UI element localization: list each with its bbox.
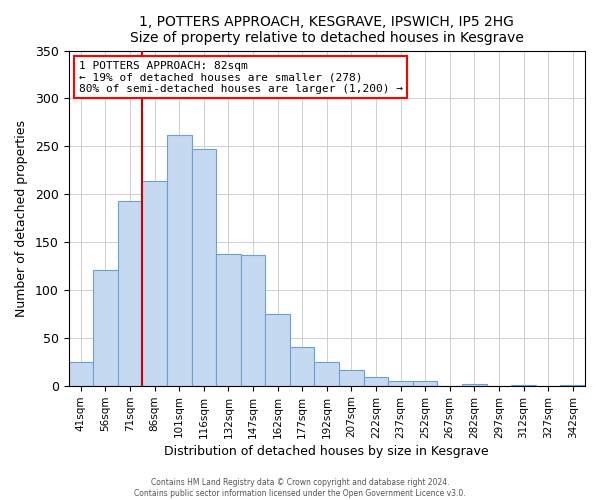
Bar xyxy=(560,385,585,386)
Text: Contains HM Land Registry data © Crown copyright and database right 2024.
Contai: Contains HM Land Registry data © Crown c… xyxy=(134,478,466,498)
Bar xyxy=(93,270,118,386)
Bar xyxy=(167,135,191,386)
Y-axis label: Number of detached properties: Number of detached properties xyxy=(15,120,28,316)
Text: 1 POTTERS APPROACH: 82sqm
← 19% of detached houses are smaller (278)
80% of semi: 1 POTTERS APPROACH: 82sqm ← 19% of detac… xyxy=(79,60,403,94)
Bar xyxy=(290,348,314,386)
Bar xyxy=(339,370,364,386)
Bar xyxy=(241,256,265,386)
Bar xyxy=(388,381,413,386)
Bar xyxy=(364,377,388,386)
Bar xyxy=(191,149,216,386)
Title: 1, POTTERS APPROACH, KESGRAVE, IPSWICH, IP5 2HG
Size of property relative to det: 1, POTTERS APPROACH, KESGRAVE, IPSWICH, … xyxy=(130,15,524,45)
Bar xyxy=(265,314,290,386)
Bar xyxy=(142,181,167,386)
Bar xyxy=(413,381,437,386)
Bar xyxy=(511,385,536,386)
X-axis label: Distribution of detached houses by size in Kesgrave: Distribution of detached houses by size … xyxy=(164,444,489,458)
Bar xyxy=(118,201,142,386)
Bar xyxy=(216,254,241,386)
Bar xyxy=(462,384,487,386)
Bar xyxy=(68,362,93,386)
Bar xyxy=(314,362,339,386)
